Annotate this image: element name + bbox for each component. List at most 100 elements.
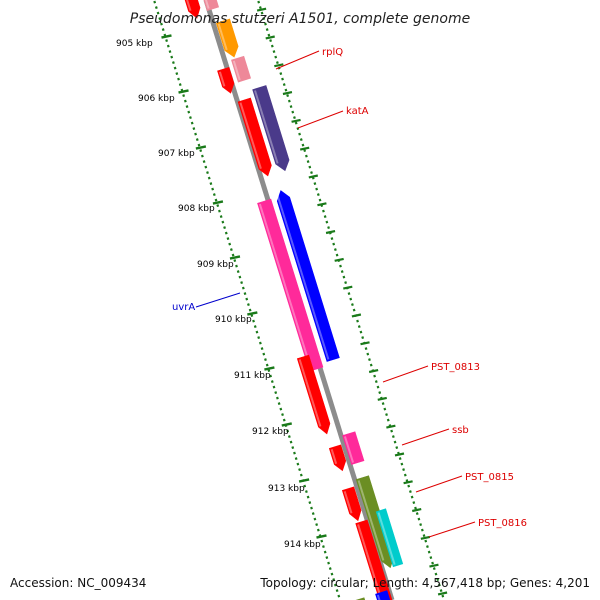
tick-dot-right [410, 495, 414, 499]
tick-dot-right [383, 407, 387, 411]
leader-pst0813 [382, 365, 429, 383]
tick-dot-left [253, 325, 257, 329]
tick-dot-left [190, 121, 194, 125]
tick-dot-right [274, 55, 278, 59]
minor-tick [437, 591, 448, 596]
tick-dot-left [235, 264, 238, 268]
tick-dot-right [294, 121, 298, 125]
gene-magenta-ssb-body [342, 431, 365, 465]
tick-dot-left [258, 341, 262, 345]
tick-dot-right [422, 534, 426, 538]
minor-tick [291, 118, 301, 123]
minor-tick [299, 146, 310, 151]
tick-dot-right [257, 0, 261, 4]
minor-tick [256, 7, 267, 12]
tick-label-906: 906 kbp [138, 94, 175, 104]
tick-dot-left [289, 440, 293, 444]
accession-text: Accession: NC_009434 [10, 576, 147, 590]
gene-pink-top [203, 0, 220, 11]
gene-red-2-highlight [218, 71, 226, 87]
gene-red-pst0813-body [296, 354, 331, 435]
gene-red-pst0813 [296, 354, 331, 435]
tick-dot-right [293, 116, 296, 120]
tick-dot-right [400, 462, 404, 466]
minor-tick [325, 230, 336, 235]
tick-dot-left [303, 484, 307, 488]
gene-red-3 [237, 97, 272, 177]
tick-dot-left [206, 171, 209, 175]
tick-dot-left [175, 72, 179, 76]
tick-dot-left [311, 512, 315, 516]
leader-pst0815 [415, 475, 463, 493]
tick-dot-left [299, 473, 303, 477]
gene-label-pst0816: PST_0816 [478, 518, 527, 529]
tick-dot-left [153, 0, 157, 4]
tick-dot-right [391, 435, 395, 439]
tick-dot-right [424, 539, 428, 543]
tick-dot-right [264, 22, 267, 26]
tick-dot-left [294, 457, 298, 461]
gene-magenta-ssb [342, 431, 365, 465]
tick-dot-right [299, 138, 303, 142]
tick-dot-right [407, 484, 411, 488]
minor-tick [411, 508, 422, 513]
tick-dot-right [349, 297, 353, 301]
tick-dot-left [211, 187, 215, 191]
tick-dot-right [332, 242, 336, 246]
tick-dot-right [441, 594, 445, 598]
label-leader-lines [195, 50, 476, 538]
minor-tick [274, 63, 284, 68]
tick-dot-left [226, 237, 230, 241]
tick-dot-left [223, 226, 226, 230]
tick-dot-left [177, 77, 180, 81]
tick-dot-right [395, 446, 399, 450]
gene-orange-body [215, 18, 239, 58]
tick-dot-left [156, 11, 160, 15]
tick-dot-left [308, 501, 312, 505]
tick-dot-left [335, 589, 339, 593]
tick-label-914: 914 kbp [284, 540, 321, 550]
tick-dot-left [269, 374, 272, 378]
tick-dot-left [247, 303, 250, 307]
gene-orange-highlight [217, 23, 228, 51]
tick-dot-left [231, 253, 235, 257]
tick-dot-left [173, 66, 177, 70]
tick-dot-right [267, 33, 271, 37]
gene-blue-bottom [375, 590, 391, 600]
tick-dot-right [281, 77, 284, 81]
tick-dot-right [352, 308, 356, 312]
tick-dot-right [333, 248, 337, 252]
tick-dot-right [366, 352, 370, 356]
tick-dot-left [182, 94, 186, 98]
tick-dot-left [262, 352, 266, 356]
tick-dot-left [238, 275, 242, 279]
tick-dot-right [426, 545, 429, 549]
tick-dot-right [419, 523, 423, 527]
tick-dot-right [403, 473, 407, 477]
gene-blue-bottom-highlight [376, 594, 381, 600]
tick-dot-left [207, 176, 211, 180]
tick-dot-left [200, 154, 204, 158]
tick-dot-left [219, 215, 223, 219]
gene-red-2-body [217, 67, 235, 94]
tick-label-905: 905 kbp [116, 39, 153, 49]
tick-dot-left [214, 198, 218, 202]
tick-dot-right [439, 589, 443, 593]
gene-magenta-highlight [258, 203, 312, 370]
tick-dot-left [282, 418, 286, 422]
tick-dot-left [279, 407, 283, 411]
tick-dot-right [270, 44, 274, 48]
tick-dot-left [330, 572, 334, 576]
gene-blue-uvra-highlight [275, 193, 330, 360]
gene-red-6 [341, 486, 362, 522]
tick-dot-right [308, 165, 312, 169]
leader-ssb [401, 428, 450, 446]
tick-dot-right [316, 193, 320, 197]
minor-tick [420, 535, 431, 540]
tick-dot-left [216, 204, 220, 208]
tick-dot-left [277, 402, 281, 406]
minor-tick [368, 369, 379, 374]
gene-cyan-pst0816-body [375, 508, 404, 568]
gene-label-ssb: ssb [452, 425, 469, 436]
tick-marks [153, 0, 448, 598]
